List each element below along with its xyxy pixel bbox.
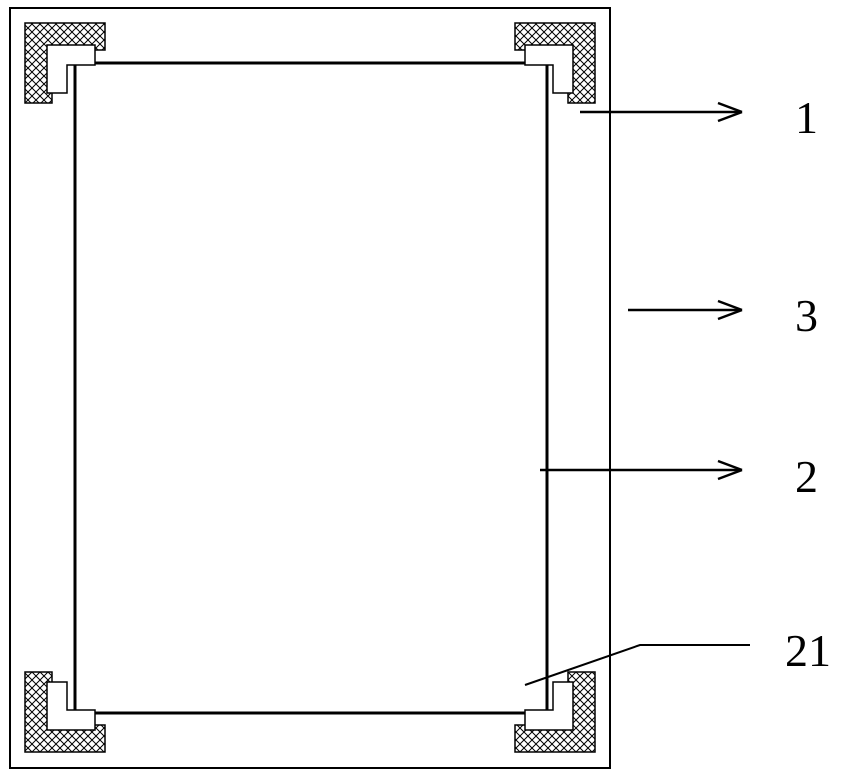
arrow-3 — [628, 301, 742, 319]
label-2: 2 — [795, 454, 818, 500]
label-1: 1 — [795, 95, 818, 141]
inner-frame — [75, 63, 547, 713]
diagram-canvas — [0, 0, 865, 776]
label-3: 3 — [795, 293, 818, 339]
label-21: 21 — [785, 628, 831, 674]
